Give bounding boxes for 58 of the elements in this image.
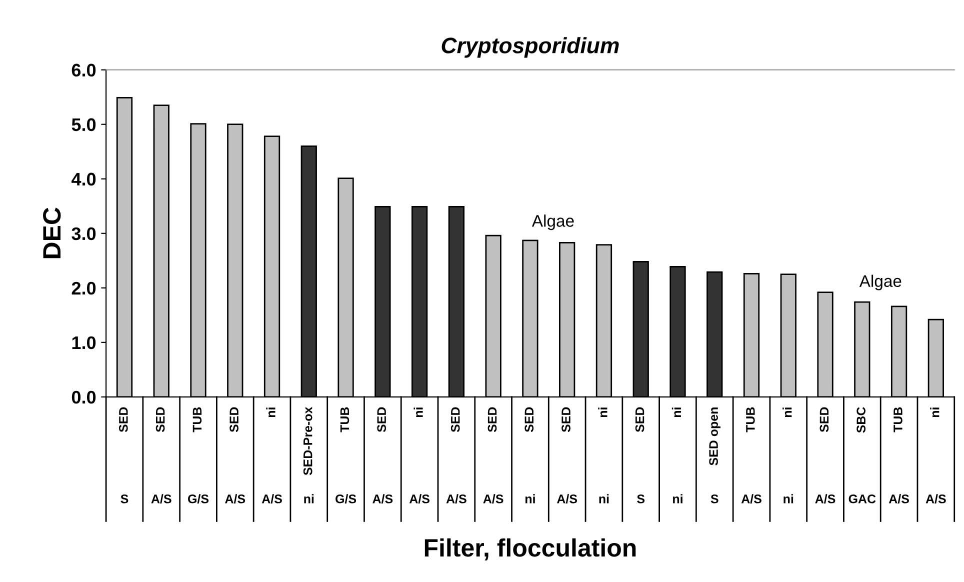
x-tick-label: SED <box>820 407 829 432</box>
y-tick-label: 0.0 <box>72 390 96 404</box>
x-tick-label: ni <box>266 408 276 418</box>
text: ni <box>673 494 682 504</box>
x-tick-label: ni <box>930 408 940 418</box>
x-tick-label: SED <box>488 407 497 432</box>
text: A/S <box>815 494 836 504</box>
text: G/S <box>188 494 209 504</box>
text: S <box>710 494 718 504</box>
text: A/S <box>556 494 578 504</box>
y-tick-label: 5.0 <box>72 118 96 132</box>
text: A/S <box>225 494 246 504</box>
x-tick-label: TUB <box>746 407 755 432</box>
text: A/S <box>741 494 762 504</box>
x-tick-label: TUB <box>340 407 350 432</box>
text: A/S <box>926 494 946 504</box>
x-tick-label: SED-Pre-ox <box>303 406 312 476</box>
annotation: Algae <box>859 274 902 290</box>
x-tick-label: SED open <box>709 408 720 466</box>
x-tick-label: SED <box>450 407 460 432</box>
text: A/S <box>372 494 393 504</box>
y-tick-label: 2.0 <box>72 282 96 295</box>
text: A/S <box>409 494 430 504</box>
text: ni <box>599 494 609 504</box>
x-tick-label: ni <box>414 408 423 418</box>
y-tick-label: 3.0 <box>72 227 96 240</box>
text: G/S <box>336 494 356 504</box>
text: A/S <box>151 494 172 504</box>
y-tick-label: 4.0 <box>71 172 96 186</box>
text: GAC <box>848 494 876 504</box>
text: A/S <box>888 494 909 504</box>
y-tick-label: 1.0 <box>72 336 96 350</box>
x-tick-label: SED <box>524 407 534 432</box>
x-tick-label: SED <box>562 407 570 432</box>
text: A/S <box>262 494 282 504</box>
x-tick-label: ni <box>782 408 792 418</box>
x-tick-label: ni <box>672 408 681 418</box>
text: ni <box>784 494 794 504</box>
text: S <box>120 494 128 504</box>
x-tick-label: SED <box>230 407 238 432</box>
y-tick-label: 6.0 <box>72 64 96 77</box>
text: A/S <box>446 494 466 504</box>
x-tick-label: ni <box>598 408 608 418</box>
text: ni <box>304 494 314 504</box>
x-tick-label: SBC <box>856 407 866 433</box>
text: ni <box>525 494 535 504</box>
x-tick-label: TUB <box>192 407 202 432</box>
x-tick-label: SED <box>156 407 165 432</box>
chart-title: Cryptosporidium <box>442 37 619 58</box>
annotation: Algae <box>532 214 574 230</box>
x-axis-title: Filter, flocculation <box>424 538 636 560</box>
text: A/S <box>483 494 504 504</box>
x-tick-label: SED <box>118 407 128 432</box>
text: S <box>637 494 645 504</box>
x-tick-label: TUB <box>894 407 902 432</box>
y-axis-title: DEC <box>43 208 61 258</box>
x-tick-label: SED <box>635 407 644 432</box>
x-tick-label: SED <box>377 407 386 432</box>
